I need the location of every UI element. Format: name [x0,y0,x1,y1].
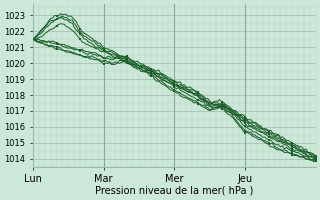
X-axis label: Pression niveau de la mer( hPa ): Pression niveau de la mer( hPa ) [95,186,253,196]
